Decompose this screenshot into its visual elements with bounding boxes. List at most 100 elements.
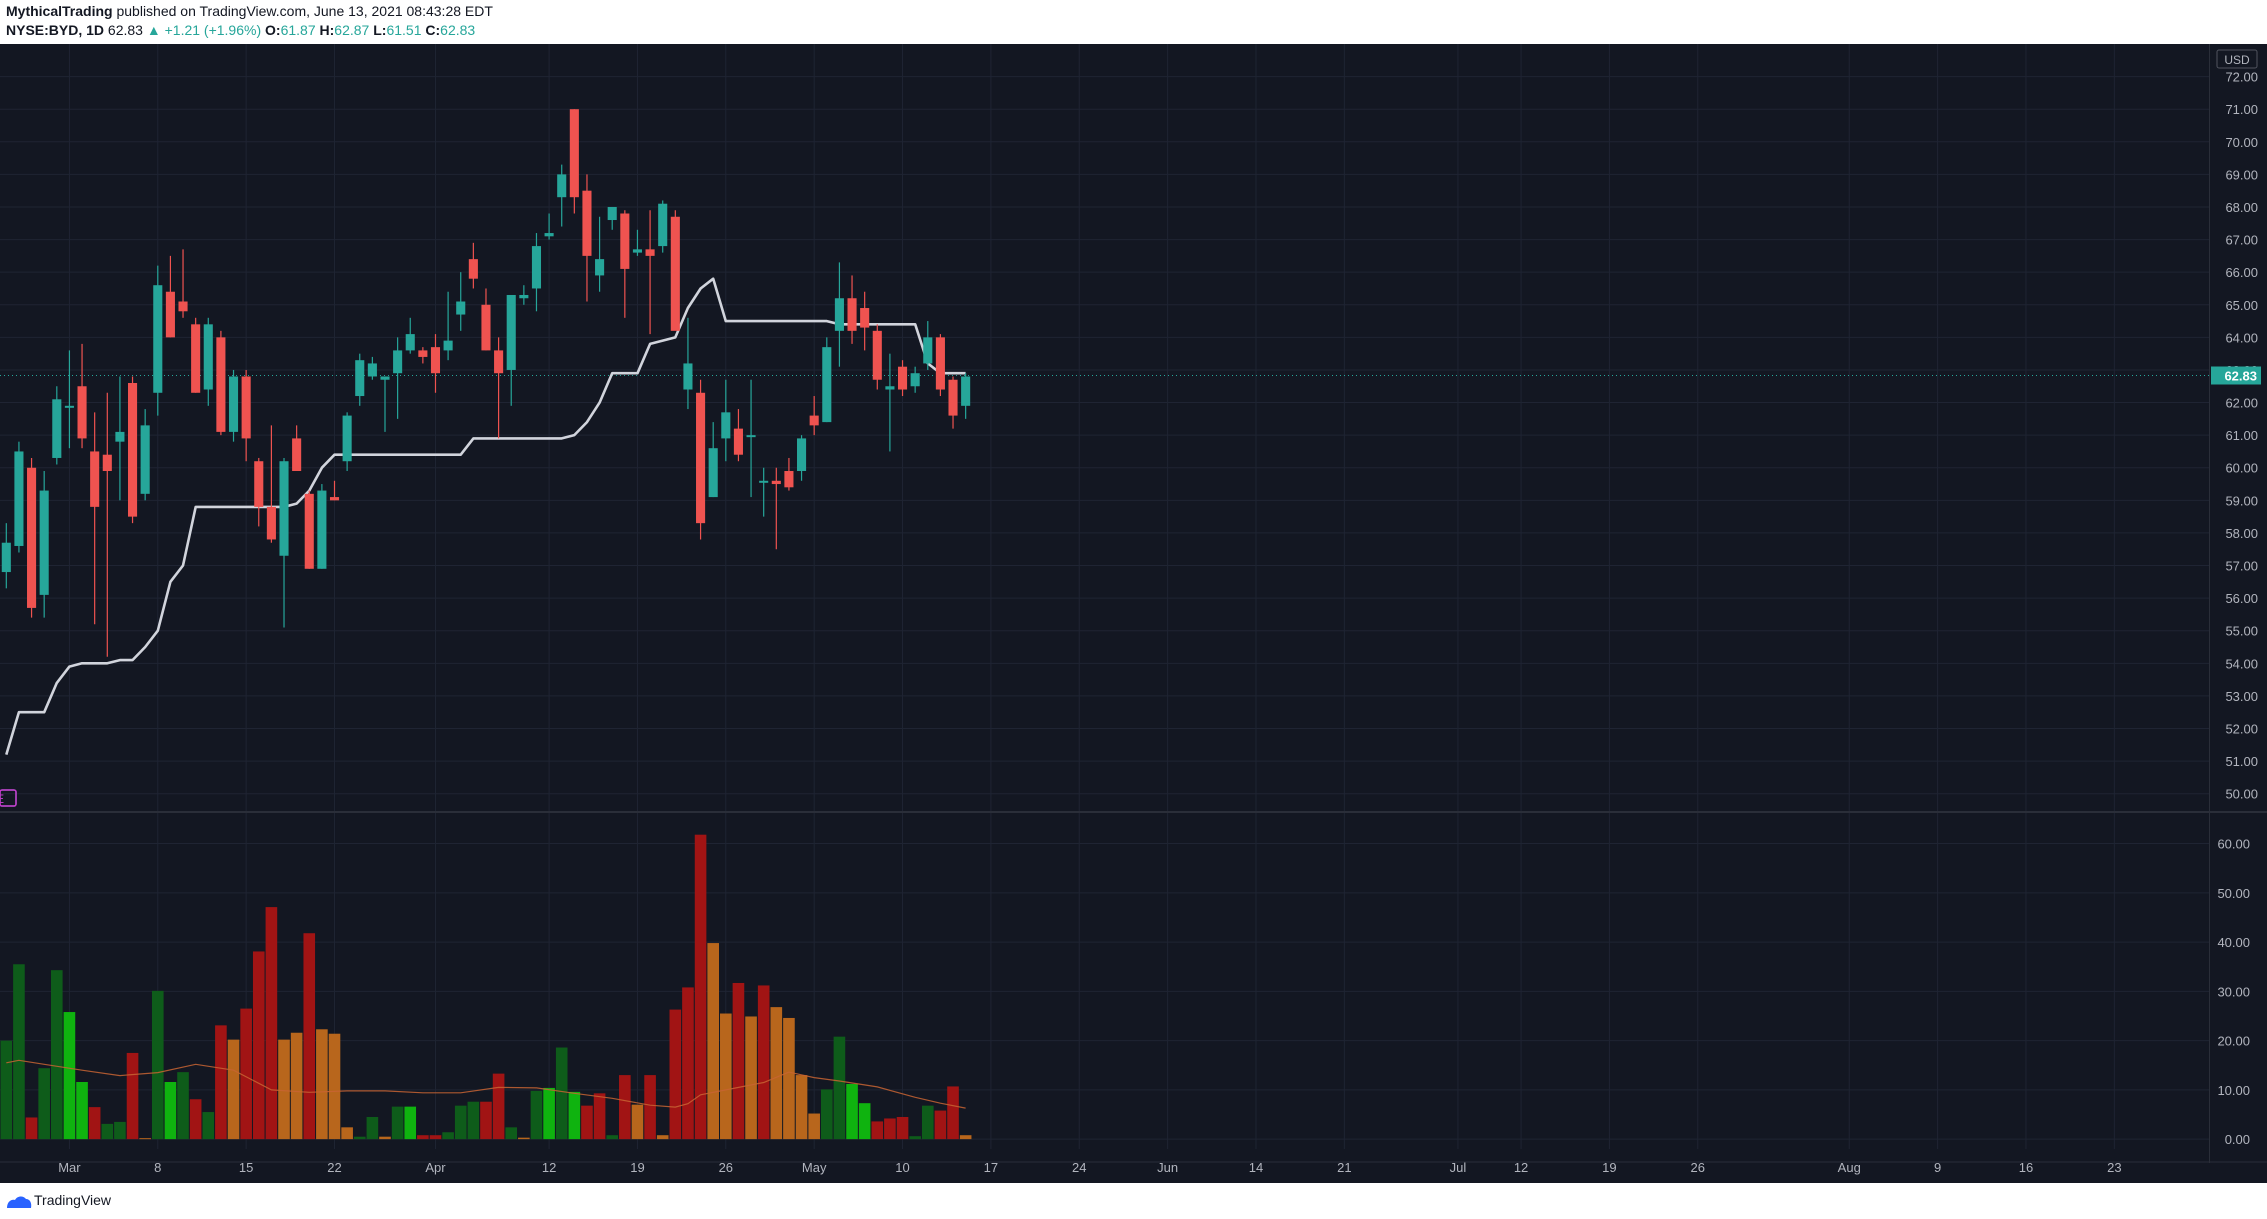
volume-bar[interactable] <box>366 1116 379 1140</box>
volume-bar[interactable] <box>492 1073 505 1140</box>
volume-bar[interactable] <box>732 982 745 1140</box>
candle[interactable] <box>733 409 743 462</box>
candle[interactable] <box>670 210 680 331</box>
volume-bar[interactable] <box>88 1107 101 1140</box>
volume-bar[interactable] <box>13 964 25 1140</box>
candle[interactable] <box>102 392 112 657</box>
candle[interactable] <box>721 379 731 462</box>
volume-bar[interactable] <box>316 1029 328 1140</box>
volume-bar[interactable] <box>429 1135 442 1140</box>
candle[interactable] <box>885 353 895 452</box>
volume-bar[interactable] <box>50 970 63 1140</box>
volume-bar[interactable] <box>252 951 265 1140</box>
author-name[interactable]: MythicalTrading <box>6 3 113 19</box>
candle[interactable] <box>203 317 213 406</box>
volume-bar[interactable] <box>480 1101 492 1140</box>
symbol-label[interactable]: NYSE:BYD, 1D <box>6 22 105 38</box>
volume-bar[interactable] <box>858 1103 871 1140</box>
candle[interactable] <box>897 360 908 397</box>
volume-bar[interactable] <box>795 1075 808 1140</box>
volume-bar[interactable] <box>454 1105 467 1140</box>
volume-bar[interactable] <box>215 1025 227 1140</box>
candle[interactable] <box>367 356 377 380</box>
volume-bar[interactable] <box>379 1136 391 1140</box>
volume-bar[interactable] <box>581 1105 593 1140</box>
volume-bar[interactable] <box>934 1110 947 1140</box>
candle[interactable] <box>544 213 554 240</box>
volume-bar[interactable] <box>265 907 278 1140</box>
candle[interactable] <box>266 425 276 543</box>
candle[interactable] <box>254 457 264 527</box>
candle[interactable] <box>115 376 125 501</box>
candle[interactable] <box>809 396 819 436</box>
volume-bar[interactable] <box>669 1009 682 1140</box>
tradingview-brand[interactable]: TradingView <box>34 1192 112 1208</box>
candle[interactable] <box>658 200 668 253</box>
candle[interactable] <box>77 343 87 449</box>
volume-bar[interactable] <box>101 1123 114 1140</box>
candle[interactable] <box>380 376 390 432</box>
candle[interactable] <box>948 376 958 429</box>
volume-bar[interactable] <box>707 943 719 1140</box>
volume-bar[interactable] <box>530 1090 543 1140</box>
candle[interactable] <box>304 490 314 569</box>
candle[interactable] <box>935 334 945 397</box>
candle[interactable] <box>847 275 857 344</box>
currency-badge[interactable]: USD <box>2216 49 2258 69</box>
candle[interactable] <box>557 164 567 227</box>
volume-bar[interactable] <box>808 1113 820 1140</box>
candle[interactable] <box>405 317 415 354</box>
volume-bar[interactable] <box>328 1033 341 1140</box>
volume-bar[interactable] <box>757 985 770 1140</box>
volume-bar[interactable] <box>25 1117 38 1140</box>
volume-bar[interactable] <box>694 834 707 1140</box>
candle[interactable] <box>64 350 74 449</box>
volume-bar[interactable] <box>391 1106 404 1140</box>
volume-bar[interactable] <box>947 1086 959 1140</box>
volume-bar[interactable] <box>921 1105 934 1140</box>
volume-bar[interactable] <box>353 1136 366 1140</box>
candle[interactable] <box>39 471 49 618</box>
volume-bar[interactable] <box>593 1093 606 1140</box>
volume-bar[interactable] <box>63 1012 76 1140</box>
candle[interactable] <box>279 457 289 628</box>
volume-bar[interactable] <box>720 1013 732 1140</box>
volume-bar[interactable] <box>303 933 316 1140</box>
candle[interactable] <box>418 347 428 364</box>
volume-bar[interactable] <box>959 1135 972 1140</box>
candle[interactable] <box>822 337 832 423</box>
candle[interactable] <box>317 484 327 569</box>
candle[interactable] <box>632 229 642 256</box>
candle[interactable] <box>191 317 201 393</box>
candle[interactable] <box>430 334 441 393</box>
candle[interactable] <box>595 216 605 292</box>
volume-bar[interactable] <box>139 1138 151 1140</box>
candle[interactable] <box>481 288 491 351</box>
volume-bar[interactable] <box>884 1118 896 1140</box>
volume-bar[interactable] <box>846 1083 858 1140</box>
candle[interactable] <box>14 441 24 553</box>
candle[interactable] <box>569 109 579 214</box>
candle[interactable] <box>140 409 150 501</box>
candle[interactable] <box>910 366 920 393</box>
volume-bar[interactable] <box>656 1135 669 1140</box>
volume-bar[interactable] <box>240 1008 252 1140</box>
candle[interactable] <box>582 174 592 302</box>
time-axis[interactable]: Mar 8 15 22 Apr 12 19 26 May 10 17 24 Jun 14 21 Jul 12 19… <box>58 1160 2121 1175</box>
price-axis[interactable]: 50.00 51.00 52.00 53.00 54.00 55.00 56.00 57.00… <box>2225 70 2258 802</box>
volume-bar[interactable] <box>76 1082 88 1140</box>
candle[interactable] <box>683 317 693 410</box>
volume-bar[interactable] <box>871 1121 884 1140</box>
candle[interactable] <box>834 262 844 367</box>
candle[interactable] <box>329 480 340 501</box>
candle[interactable] <box>494 337 504 439</box>
candle[interactable] <box>1 523 11 589</box>
volume-bar[interactable] <box>555 1047 568 1140</box>
volume-bar[interactable] <box>682 987 694 1140</box>
candle[interactable] <box>456 272 466 331</box>
volume-bar[interactable] <box>38 1068 50 1140</box>
candle[interactable] <box>342 412 352 472</box>
volume-bar[interactable] <box>341 1127 353 1140</box>
candle[interactable] <box>52 386 62 465</box>
volume-bar[interactable] <box>189 1099 202 1140</box>
